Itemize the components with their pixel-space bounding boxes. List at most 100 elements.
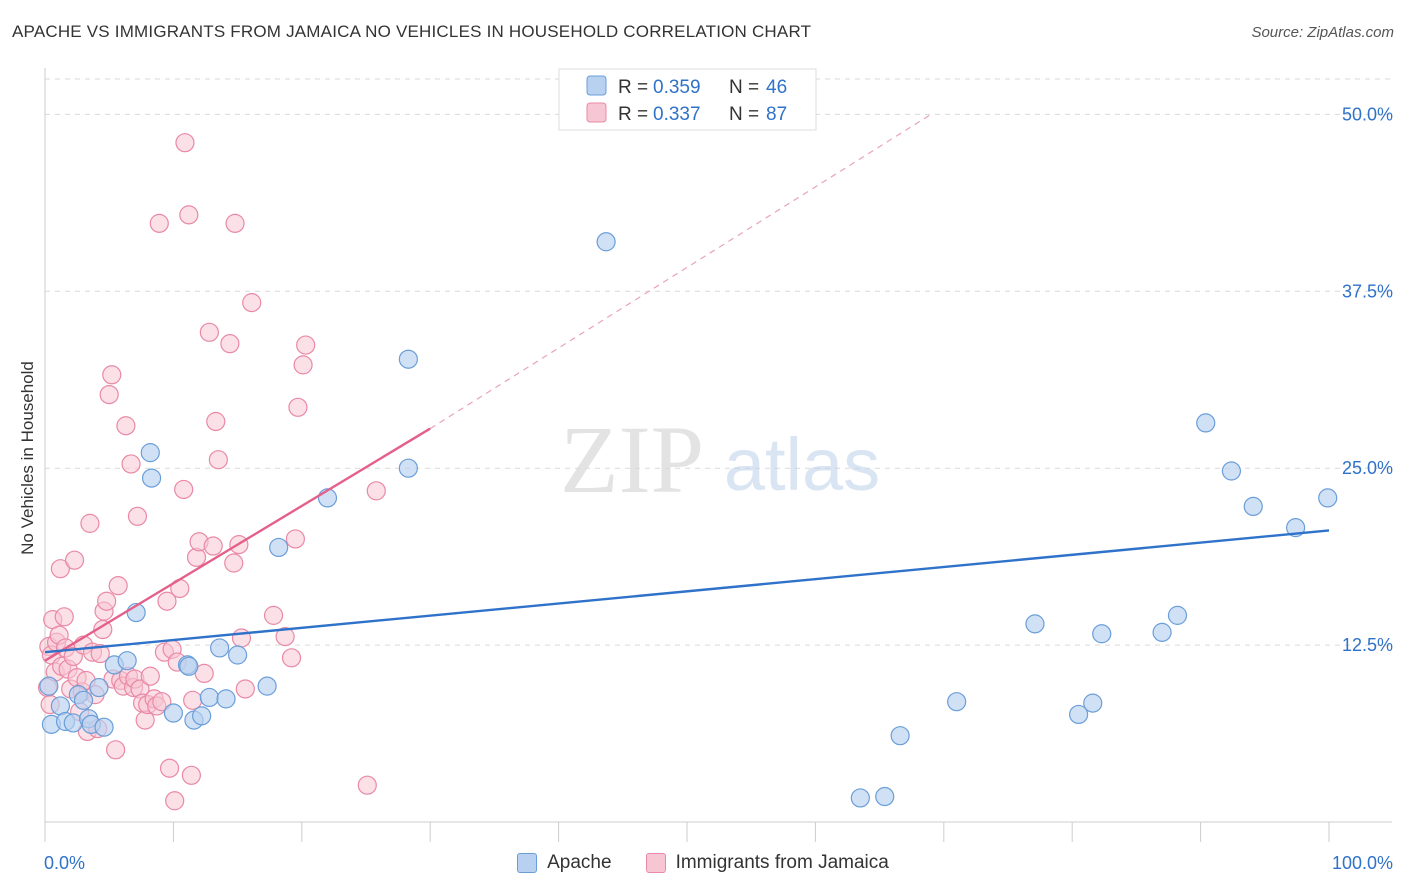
apache-point (94, 717, 114, 737)
legend-swatch-apache (586, 75, 607, 96)
apache-point (1025, 614, 1045, 634)
apache-point (596, 232, 616, 252)
gridlines (45, 78, 1392, 646)
jamaica-point (220, 334, 240, 354)
legend-swatch-apache-bottom (517, 853, 538, 873)
jamaica-point (140, 666, 160, 686)
jamaica-point (54, 607, 74, 627)
y-tick-label: 25.0% (1342, 458, 1393, 478)
apache-point (269, 537, 289, 558)
apache-point (850, 788, 870, 808)
apache-point (398, 349, 418, 369)
watermark-atlas: atlas (724, 423, 880, 506)
legend-r-label-jamaica: R = (618, 104, 648, 125)
bottom-legend: Apache Immigrants from Jamaica (0, 852, 1406, 874)
jamaica-point (186, 547, 207, 567)
legend-swatch-jamaica-bottom (645, 853, 666, 873)
apache-point (117, 651, 137, 671)
jamaica-point (174, 479, 194, 500)
apache-point (210, 638, 230, 658)
apache-point (1167, 605, 1188, 625)
apache-point (1196, 413, 1216, 433)
apache-point (140, 443, 160, 463)
trend-lines (44, 113, 1330, 662)
legend-r-value-jamaica: 0.337 (653, 104, 701, 125)
jamaica-point (97, 591, 117, 611)
jamaica-points (37, 133, 386, 811)
apache-point (257, 676, 277, 696)
apache-point (1318, 488, 1338, 508)
legend-r-label-apache: R = (618, 77, 648, 98)
legend-n-value-jamaica: 87 (766, 104, 787, 125)
apache-point (947, 692, 967, 712)
legend-n-value-apache: 46 (766, 77, 787, 98)
jamaica-point (231, 628, 252, 648)
jamaica-point (225, 213, 245, 233)
stats-legend: R = 0.359 N = 46 R = 0.337 N = 87 (558, 68, 817, 131)
jamaica-trend-extension (429, 113, 932, 430)
y-tick-label: 12.5% (1342, 635, 1393, 655)
apache-point (875, 786, 895, 807)
x-tick-label-max: 100.0% (1332, 853, 1393, 873)
jamaica-point (80, 513, 100, 533)
source-label: Source: ZipAtlas.com (1251, 24, 1394, 41)
x-tick-label-min: 0.0% (44, 853, 85, 873)
apache-point (192, 706, 212, 726)
apache-point (216, 689, 236, 709)
jamaica-point (157, 591, 177, 611)
apache-point (89, 677, 109, 698)
jamaica-point (288, 397, 308, 417)
jamaica-point (108, 576, 128, 596)
jamaica-point (357, 775, 377, 795)
legend-item-jamaica[interactable]: Immigrants from Jamaica (645, 852, 889, 874)
jamaica-point (64, 550, 85, 570)
apache-point (1092, 624, 1112, 644)
apache-point (1069, 704, 1089, 725)
jamaica-trend-line (44, 427, 431, 662)
apache-point (179, 656, 199, 676)
jamaica-point (285, 529, 305, 549)
jamaica-point (50, 559, 71, 579)
jamaica-point (106, 740, 126, 760)
jamaica-point (366, 481, 386, 501)
apache-point (73, 690, 94, 710)
apache-point (39, 676, 59, 696)
apache-points (39, 232, 1338, 808)
y-tick-label: 37.5% (1342, 281, 1393, 301)
jamaica-point (90, 643, 110, 664)
legend-label-jamaica: Immigrants from Jamaica (675, 852, 889, 873)
jamaica-point (149, 213, 169, 233)
apache-point (1243, 496, 1263, 517)
jamaica-point (102, 365, 122, 385)
legend-item-apache[interactable]: Apache (517, 852, 612, 874)
jamaica-point (181, 765, 201, 785)
jamaica-point (235, 679, 255, 699)
jamaica-point (127, 506, 148, 526)
apache-point (1152, 622, 1172, 642)
jamaica-point (293, 355, 313, 375)
apache-point (398, 458, 418, 478)
legend-swatch-jamaica (586, 102, 607, 123)
apache-trend-line (44, 529, 1330, 654)
jamaica-point (203, 536, 223, 556)
jamaica-point (296, 335, 316, 355)
legend-r-value-apache: 0.359 (653, 77, 701, 98)
jamaica-point (275, 627, 295, 647)
apache-point (163, 703, 183, 723)
jamaica-point (263, 605, 284, 625)
legend-n-label-jamaica: N = (729, 104, 759, 125)
jamaica-point (159, 758, 180, 778)
jamaica-point (152, 692, 172, 712)
jamaica-point (165, 791, 185, 811)
jamaica-point (242, 293, 262, 313)
legend-label-apache: Apache (547, 852, 612, 873)
apache-point (890, 726, 910, 746)
jamaica-point (116, 416, 136, 436)
apache-point (228, 645, 248, 665)
jamaica-point (179, 205, 199, 225)
apache-point (1083, 693, 1103, 713)
tick-labels: 12.5% 25.0% 37.5% 50.0% 0.0% 100.0% (44, 104, 1393, 873)
jamaica-point (206, 411, 226, 432)
axes (44, 68, 1392, 842)
